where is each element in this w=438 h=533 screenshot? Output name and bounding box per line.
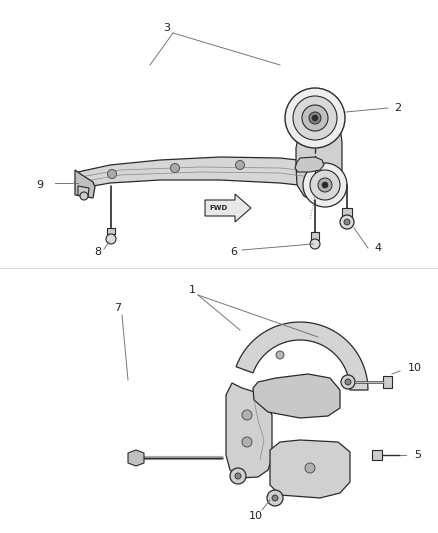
Circle shape [322,182,328,188]
Text: 5: 5 [414,450,421,460]
Circle shape [267,490,283,506]
Circle shape [310,239,320,249]
Polygon shape [78,186,89,197]
Polygon shape [253,374,340,418]
Circle shape [309,112,321,124]
Circle shape [236,160,244,169]
Text: 1: 1 [188,285,195,295]
Circle shape [107,169,117,179]
Circle shape [272,495,278,501]
Circle shape [312,115,318,121]
Circle shape [340,215,354,229]
Text: FWD: FWD [210,205,228,211]
Circle shape [80,192,88,200]
Polygon shape [75,170,95,198]
Circle shape [302,105,328,131]
Polygon shape [107,228,115,234]
Polygon shape [295,157,324,172]
Polygon shape [296,120,342,202]
Text: 8: 8 [95,247,102,257]
Circle shape [230,468,246,484]
Text: 9: 9 [36,180,43,190]
Circle shape [106,234,116,244]
Polygon shape [226,383,272,478]
Circle shape [235,473,241,479]
Polygon shape [128,450,144,466]
Polygon shape [205,194,251,222]
Circle shape [344,219,350,225]
Circle shape [318,178,332,192]
Text: 4: 4 [374,243,381,253]
Polygon shape [311,232,319,240]
Polygon shape [383,376,392,388]
Text: 10: 10 [249,511,263,521]
Text: 3: 3 [163,23,170,33]
Circle shape [285,88,345,148]
Circle shape [345,379,351,385]
Text: 6: 6 [230,247,237,257]
Polygon shape [236,322,368,390]
Circle shape [170,164,180,173]
Text: 2: 2 [395,103,402,113]
Polygon shape [130,453,142,463]
Circle shape [310,170,340,200]
Circle shape [242,437,252,447]
Circle shape [303,163,347,207]
Circle shape [242,410,252,420]
Circle shape [341,375,355,389]
Polygon shape [270,440,350,498]
Circle shape [305,463,315,473]
Polygon shape [75,157,328,188]
Text: 7: 7 [114,303,122,313]
Circle shape [293,96,337,140]
Circle shape [276,351,284,359]
Polygon shape [342,208,352,218]
Polygon shape [372,450,382,460]
Text: 10: 10 [408,363,422,373]
